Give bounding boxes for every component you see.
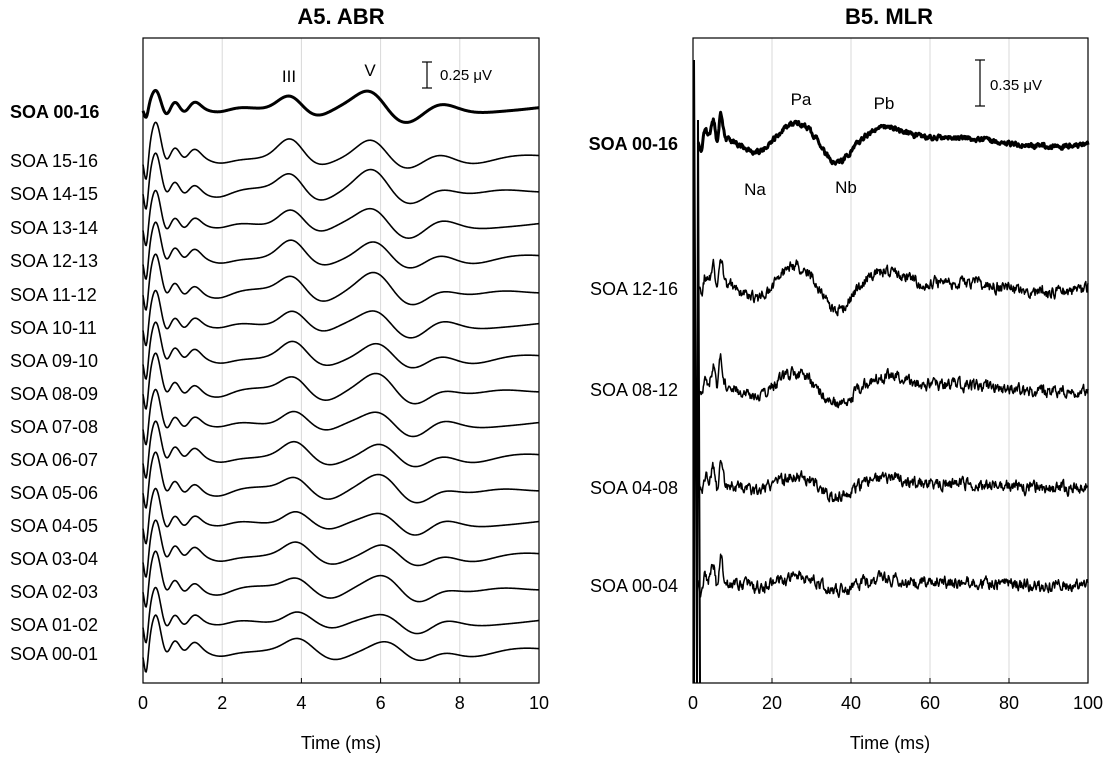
mlr-traces [693,59,1090,684]
abr-tick-label: 10 [529,693,549,713]
abr-tick-label: 6 [376,693,386,713]
abr-trace-label: SOA 07-08 [10,417,98,437]
abr-peak-label-III: III [282,67,296,86]
abr-title: A5. ABR [297,4,384,29]
abr-trace-label: SOA 00-16 [10,102,99,122]
abr-trace-label: SOA 01-02 [10,615,98,635]
abr-trace [142,253,540,311]
mlr-axes-box [692,37,1089,684]
abr-trace [142,614,540,673]
abr-trace-label: SOA 05-06 [10,483,98,503]
mlr-trace [697,258,1089,317]
abr-trace-label: SOA 08-09 [10,384,98,404]
mlr-peak-label-Nb: Nb [835,178,857,197]
abr-trace [142,586,540,644]
abr-tick-label: 0 [138,693,148,713]
abr-trace [142,289,540,347]
mlr-trace [696,353,1089,409]
abr-trace [142,121,540,180]
abr-trace [142,321,540,380]
mlr-tick-label: 80 [999,693,1019,713]
mlr-tick-label: 100 [1073,693,1103,713]
mlr-scale-bar-label: 0.35 μV [990,77,1042,94]
mlr-trace-label: SOA 00-16 [589,134,678,154]
abr-tick-label: 8 [455,693,465,713]
mlr-trace-label: SOA 04-08 [590,478,678,498]
mlr-peak-label-Pa: Pa [791,90,812,109]
abr-trace [142,352,540,410]
abr-trace-label: SOA 12-13 [10,251,98,271]
abr-trace-label: SOA 03-04 [10,549,98,569]
abr-tick-label: 4 [296,693,306,713]
abr-traces [141,88,540,673]
mlr-peak-label-Pb: Pb [874,94,895,113]
mlr-x-ticks: 0 20 40 60 80 100 [688,678,1103,713]
mlr-gridlines [771,38,1010,683]
abr-trace-label: SOA 04-05 [10,516,98,536]
abr-trace [142,451,540,509]
mlr-trace-label: SOA 00-04 [590,576,678,596]
mlr-scale-bar: 0.35 μV [975,59,1042,107]
abr-trace-label: SOA 06-07 [10,450,98,470]
mlr-tick-label: 40 [841,693,861,713]
abr-trace [142,189,540,247]
abr-axes-box [142,37,540,684]
mlr-title: B5. MLR [845,4,933,29]
mlr-trace [697,553,1089,599]
mlr-tick-label: 20 [762,693,782,713]
mlr-tick-label: 60 [920,693,940,713]
panel-abr: A5. ABR 0 2 4 6 8 10 SOA 00-16 SOA 15-16 SOA 14… [10,4,549,753]
abr-trace [142,221,540,280]
abr-x-ticks: 0 2 4 6 8 10 [138,678,549,713]
abr-trace [142,420,540,479]
mlr-x-axis-label: Time (ms) [850,733,930,753]
abr-trace-label: SOA 15-16 [10,151,98,171]
abr-trace-label: SOA 02-03 [10,582,98,602]
mlr-trace [697,459,1089,503]
mlr-trace-label: SOA 08-12 [590,380,678,400]
mlr-trace-label: SOA 12-16 [590,279,678,299]
abr-trace [141,88,540,124]
abr-scale-bar-label: 0.25 μV [440,67,492,84]
mlr-stimulus-artifact [693,59,701,684]
abr-trace [142,550,540,608]
abr-trace [142,519,540,578]
abr-trace-label: SOA 10-11 [10,318,97,338]
abr-trace-labels: SOA 00-16 SOA 15-16 SOA 14-15 SOA 13-14 SOA … [10,102,99,664]
abr-peak-label-V: V [364,61,376,80]
abr-scale-bar: 0.25 μV [422,61,492,89]
mlr-trace-labels: SOA 00-16 SOA 12-16 SOA 08-12 SOA 04-08 SOA … [589,134,678,596]
abr-trace-label: SOA 11-12 [10,285,97,305]
abr-tick-label: 2 [217,693,227,713]
mlr-tick-label: 0 [688,693,698,713]
abr-trace-label: SOA 09-10 [10,351,98,371]
abr-trace-label: SOA 00-01 [10,644,98,664]
abr-trace [142,152,540,210]
abr-trace-label: SOA 13-14 [10,218,98,238]
mlr-peak-label-Na: Na [744,180,766,199]
abr-x-axis-label: Time (ms) [301,733,381,753]
abr-trace [142,388,540,446]
abr-trace-label: SOA 14-15 [10,184,98,204]
abr-trace [142,487,540,545]
mlr-trace [696,110,1090,166]
